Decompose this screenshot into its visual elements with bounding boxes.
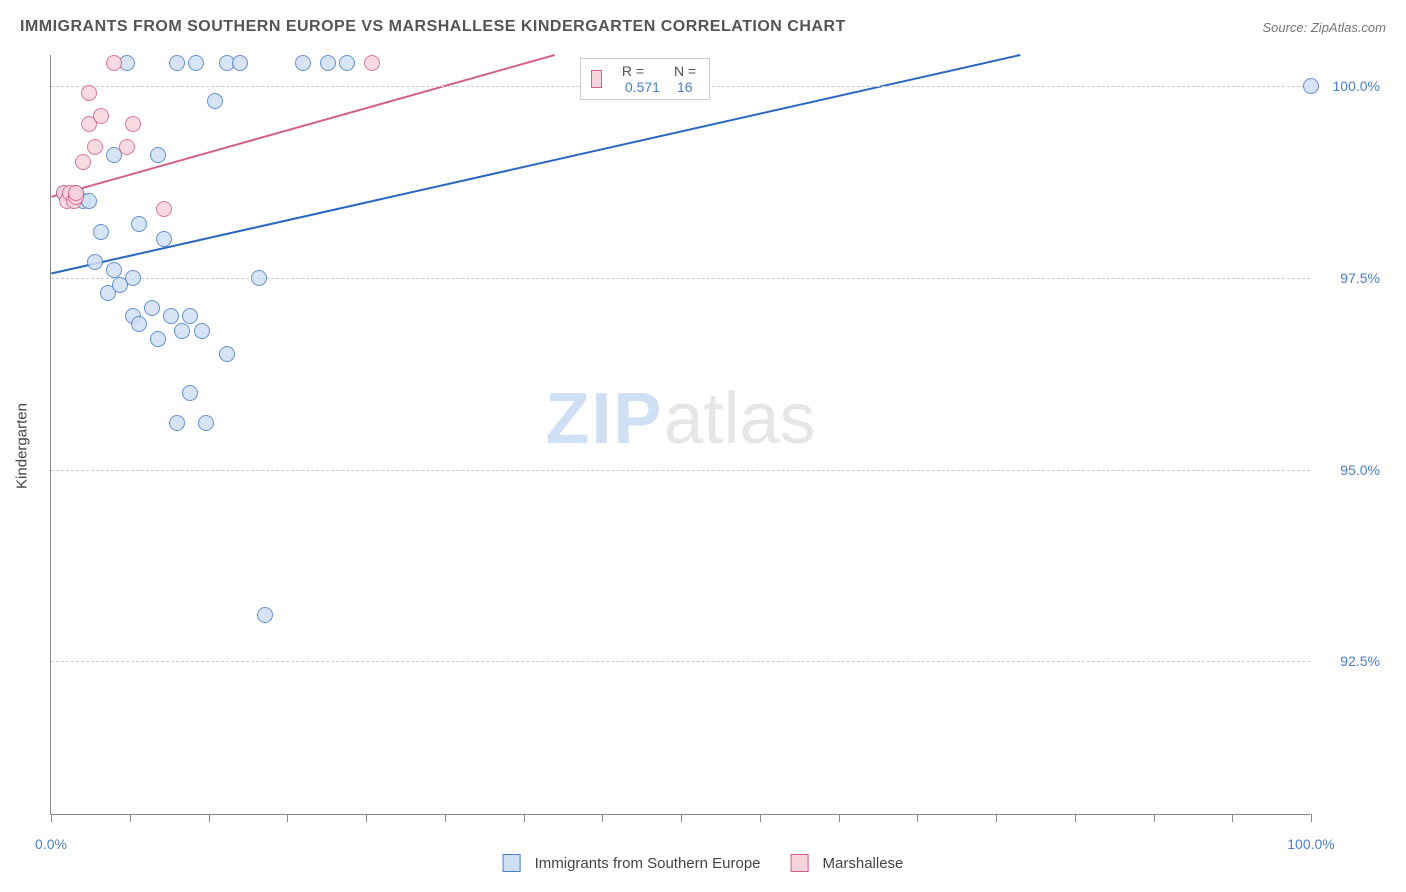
data-point-marshallese [364,55,380,71]
grid-line [51,278,1310,279]
x-tick [760,814,761,822]
data-point-southern_europe [87,254,103,270]
y-axis-title: Kindergarten [14,403,31,489]
x-tick-label: 0.0% [35,836,67,852]
stats-swatch-marshallese [591,70,602,88]
data-point-southern_europe [219,346,235,362]
data-point-southern_europe [257,607,273,623]
bottom-legend: Immigrants from Southern Europe Marshall… [503,854,904,872]
legend-swatch-southern-europe [503,854,521,872]
trend-lines [51,55,1310,814]
legend-item-southern-europe: Immigrants from Southern Europe [503,854,761,872]
data-point-southern_europe [1303,78,1319,94]
data-point-southern_europe [150,147,166,163]
x-tick [445,814,446,822]
x-tick [209,814,210,822]
data-point-southern_europe [339,55,355,71]
x-tick [1232,814,1233,822]
data-point-southern_europe [198,415,214,431]
data-point-marshallese [75,154,91,170]
x-tick [996,814,997,822]
data-point-southern_europe [131,216,147,232]
legend-label-marshallese: Marshallese [823,855,904,872]
data-point-marshallese [87,139,103,155]
y-tick-label: 95.0% [1320,462,1380,478]
watermark-part1: ZIP [545,379,663,459]
chart-title: IMMIGRANTS FROM SOUTHERN EUROPE VS MARSH… [20,18,846,36]
data-point-marshallese [81,85,97,101]
data-point-marshallese [93,108,109,124]
stats-row-marshallese: R = 0.571 N = 16 [580,58,711,100]
data-point-southern_europe [131,316,147,332]
x-tick [1311,814,1312,822]
n-value: 16 [677,79,693,95]
watermark: ZIPatlas [545,378,815,460]
source-name: ZipAtlas.com [1311,20,1386,35]
x-tick [1154,814,1155,822]
x-tick [366,814,367,822]
data-point-southern_europe [106,262,122,278]
x-tick [681,814,682,822]
x-tick [839,814,840,822]
data-point-southern_europe [251,270,267,286]
data-point-marshallese [156,201,172,217]
data-point-southern_europe [169,55,185,71]
data-point-southern_europe [150,331,166,347]
grid-line [51,661,1310,662]
x-tick [287,814,288,822]
data-point-southern_europe [182,385,198,401]
r-label: R = 0.571 [622,63,660,95]
x-tick [1075,814,1076,822]
data-point-marshallese [106,55,122,71]
watermark-part2: atlas [663,379,815,459]
data-point-marshallese [119,139,135,155]
data-point-southern_europe [207,93,223,109]
data-point-southern_europe [93,224,109,240]
data-point-southern_europe [320,55,336,71]
data-point-southern_europe [156,231,172,247]
data-point-southern_europe [125,270,141,286]
x-tick [602,814,603,822]
data-point-southern_europe [169,415,185,431]
x-tick [524,814,525,822]
chart-header: IMMIGRANTS FROM SOUTHERN EUROPE VS MARSH… [20,18,1386,36]
r-value: 0.571 [625,79,660,95]
data-point-southern_europe [188,55,204,71]
legend-item-marshallese: Marshallese [791,854,904,872]
data-point-southern_europe [182,308,198,324]
data-point-southern_europe [232,55,248,71]
legend-swatch-marshallese [791,854,809,872]
x-tick [917,814,918,822]
data-point-southern_europe [144,300,160,316]
n-label: N = 16 [674,63,699,95]
data-point-southern_europe [295,55,311,71]
grid-line [51,470,1310,471]
legend-label-southern-europe: Immigrants from Southern Europe [535,855,761,872]
data-point-marshallese [68,185,84,201]
data-point-marshallese [125,116,141,132]
source-prefix: Source: [1262,20,1310,35]
data-point-southern_europe [163,308,179,324]
trend-line-southern_europe [51,55,1020,274]
data-point-southern_europe [174,323,190,339]
x-tick [130,814,131,822]
y-tick-label: 100.0% [1320,78,1380,94]
y-tick-label: 92.5% [1320,653,1380,669]
y-tick-label: 97.5% [1320,270,1380,286]
x-tick-label: 100.0% [1287,836,1334,852]
x-tick [51,814,52,822]
scatter-plot-area: ZIPatlas 92.5%95.0%97.5%100.0%0.0%100.0%… [50,55,1310,815]
data-point-southern_europe [194,323,210,339]
source-attribution: Source: ZipAtlas.com [1262,20,1386,35]
